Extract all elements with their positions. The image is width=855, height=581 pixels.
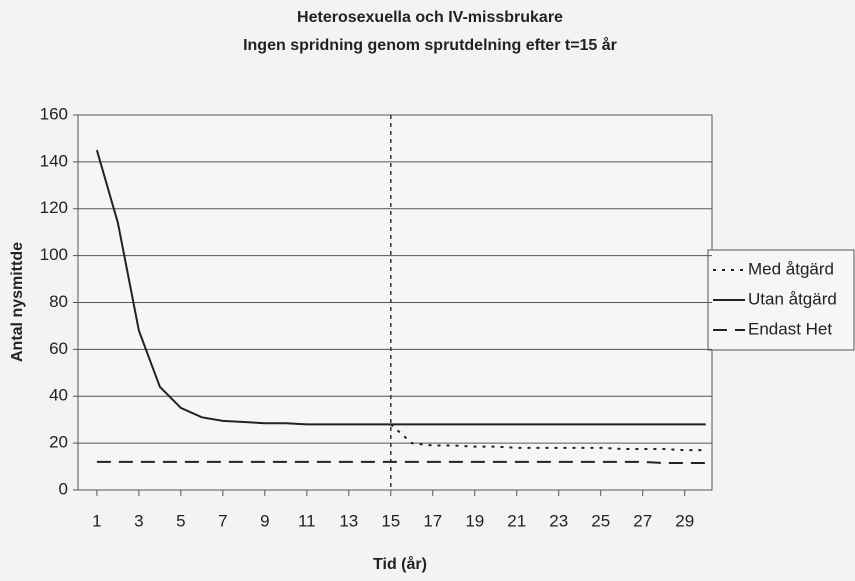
x-tick-label: 17	[423, 511, 442, 530]
y-tick-label: 80	[49, 292, 68, 311]
line-series	[390, 423, 706, 452]
y-tick-label: 0	[59, 479, 68, 498]
legend-label: Endast Het	[748, 319, 832, 338]
legend-label: Utan åtgärd	[748, 289, 837, 308]
y-tick-label: 100	[40, 245, 68, 264]
x-tick-label: 29	[675, 511, 694, 530]
y-tick-label: 140	[40, 151, 68, 170]
x-tick-label: 19	[465, 511, 484, 530]
y-tick-label: 60	[49, 339, 68, 358]
y-tick-label: 120	[40, 198, 68, 217]
y-tick-label: 20	[49, 433, 68, 452]
y-axis-label: Antal nysmittde	[9, 242, 26, 362]
chart-title: Heterosexuella och IV-missbrukare	[297, 9, 563, 26]
x-tick-label: 1	[92, 511, 101, 530]
x-tick-label: 3	[134, 511, 143, 530]
x-tick-label: 23	[549, 511, 568, 530]
x-tick-label: 21	[507, 511, 526, 530]
x-tick-label: 11	[298, 511, 316, 530]
y-tick-label: 40	[49, 386, 68, 405]
x-tick-label: 25	[591, 511, 610, 530]
x-tick-label: 9	[260, 511, 269, 530]
legend-label: Med åtgärd	[748, 259, 834, 278]
x-tick-label: 7	[218, 511, 227, 530]
x-tick-label: 13	[339, 511, 358, 530]
x-tick-label: 15	[381, 511, 400, 530]
x-tick-label: 27	[633, 511, 652, 530]
line-series	[95, 149, 706, 426]
chart-subtitle: Ingen spridning genom sprutdelning efter…	[243, 36, 617, 54]
line-series	[96, 460, 706, 465]
x-tick-label: 5	[176, 511, 185, 530]
x-axis-label: Tid (år)	[373, 555, 427, 573]
y-tick-label: 160	[40, 104, 68, 123]
